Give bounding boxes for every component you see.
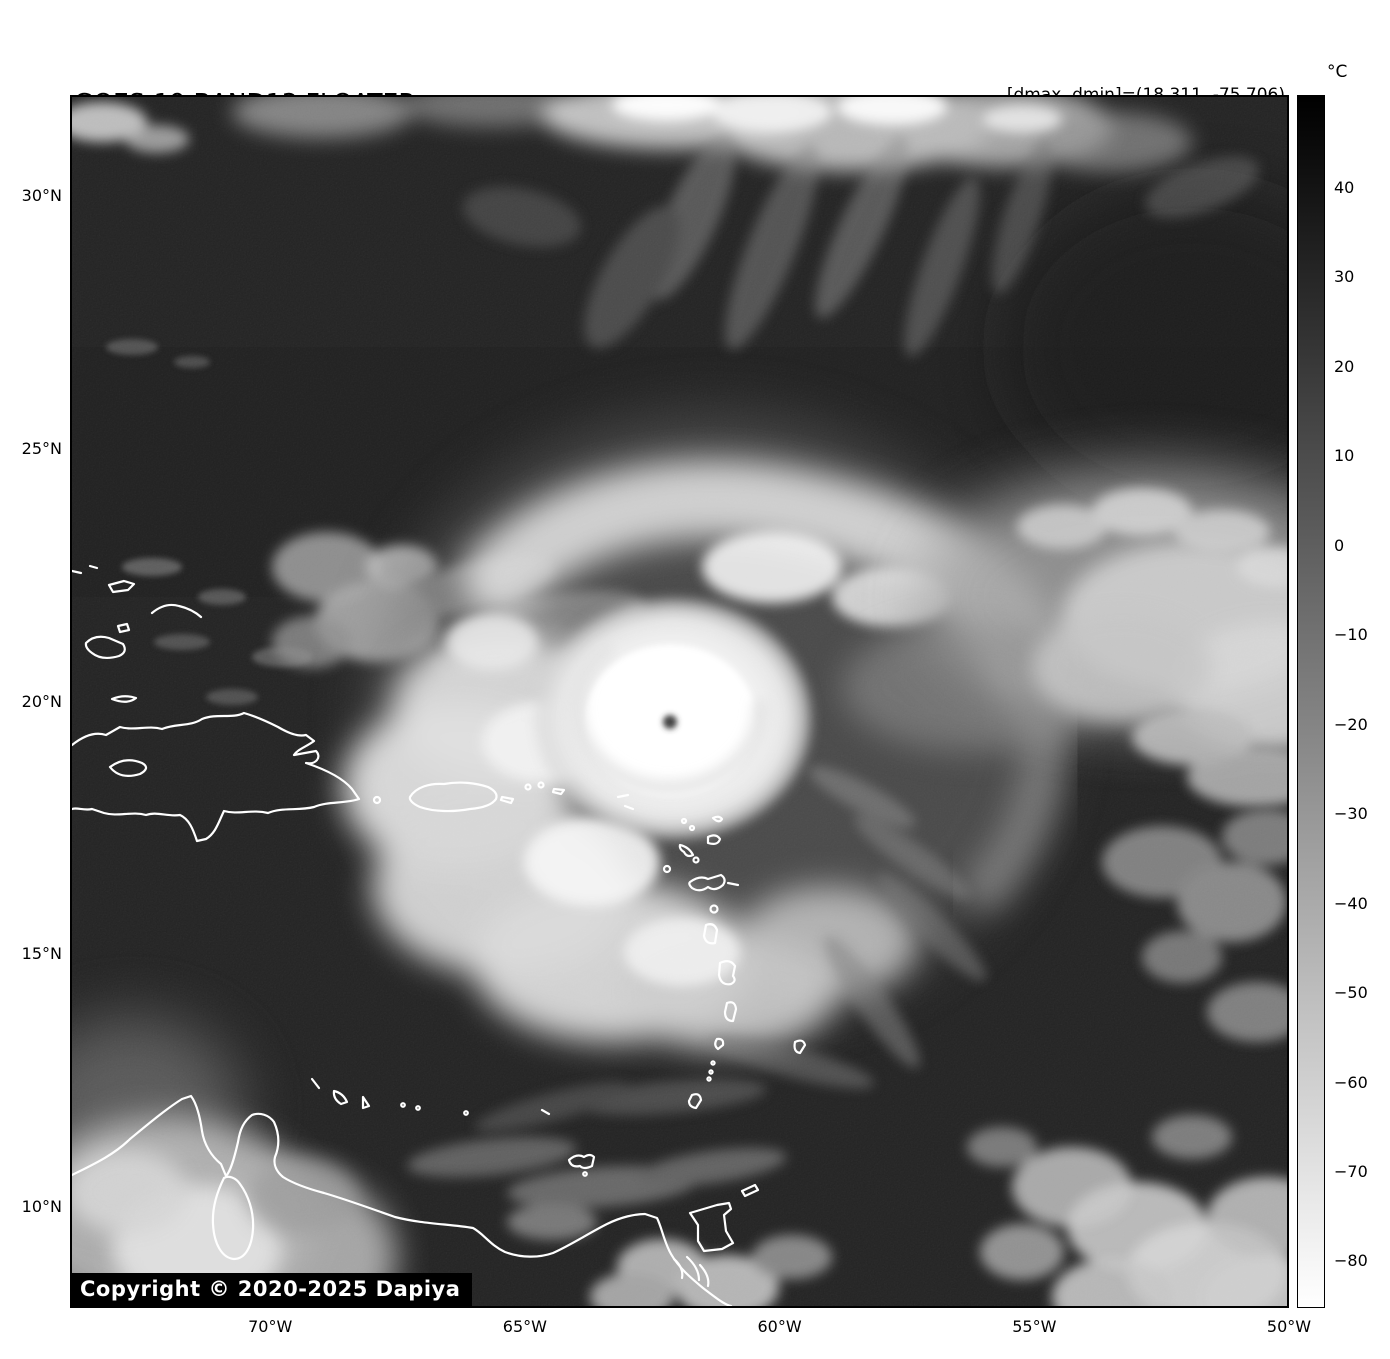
lat-tick-label: 10°N [21, 1196, 62, 1216]
coast-statia [688, 824, 696, 832]
coast-st-kitts [678, 843, 695, 858]
colorbar-unit-label: °C [1327, 62, 1348, 82]
lon-tick-label: 70°W [248, 1317, 293, 1336]
coast-caicos-arc [150, 603, 203, 619]
colorbar-tick-label: −70 [1334, 1162, 1368, 1182]
lon-tick-label: 55°W [1012, 1317, 1057, 1336]
lon-tick-label: 50°W [1266, 1317, 1312, 1336]
coast-tobago [740, 1183, 760, 1198]
coast-aruba [310, 1077, 321, 1090]
coast-st-lucia [723, 1001, 738, 1023]
colorbar-tick-label: −10 [1334, 625, 1368, 645]
coast-barbados [793, 1039, 807, 1055]
colorbar-tick-label: −40 [1334, 893, 1368, 913]
coast-trinidad [688, 1201, 735, 1253]
coast-grenada [687, 1093, 703, 1110]
coast-saba [680, 817, 688, 825]
colorbar-tick-label: 20 [1334, 356, 1355, 376]
coast-south-america [72, 1094, 733, 1306]
coast-hispaniola [72, 711, 361, 843]
coast-virgin-2 [537, 781, 545, 789]
coast-blanquilla [540, 1108, 551, 1116]
colorbar-tick-label: −20 [1334, 714, 1368, 734]
satellite-map: Copyright © 2020-2025 Dapiya [70, 95, 1289, 1308]
coast-antigua [706, 834, 722, 845]
coast-grenadine-2 [708, 1069, 714, 1075]
coast-mona [372, 795, 382, 805]
coast-los-roques-1 [400, 1102, 406, 1108]
coast-guadeloupe [688, 873, 726, 892]
coast-orchila [463, 1110, 469, 1116]
colorbar-tick-label: −50 [1334, 983, 1368, 1003]
coast-virgin-3 [551, 787, 566, 796]
coast-marie-galante [709, 904, 719, 914]
copyright-badge: Copyright © 2020-2025 Dapiya [72, 1273, 473, 1306]
coast-islet [116, 622, 131, 634]
coast-dominica [702, 923, 719, 945]
lon-tick-label: 60°W [757, 1317, 802, 1336]
coast-st-vincent [714, 1037, 725, 1051]
colorbar-tick-label: 40 [1334, 178, 1355, 198]
coast-orinoco-2 [685, 1255, 701, 1282]
coast-tortuga [110, 695, 138, 703]
colorbar-tick-label: −80 [1334, 1251, 1368, 1271]
coast-curacao [332, 1089, 349, 1106]
coast-desirade [726, 881, 740, 887]
lat-tick-label: 30°N [21, 186, 62, 206]
colorbar-tick-label: 10 [1334, 446, 1355, 466]
colorbar-tick-label: 0 [1334, 535, 1345, 555]
coast-lake-maracaibo [211, 1175, 255, 1261]
coast-montserrat [662, 864, 672, 874]
lat-tick-label: 20°N [21, 691, 62, 711]
colorbar-tick-label: 30 [1334, 267, 1355, 287]
lat-tick-label: 15°N [21, 944, 62, 964]
satellite-imagery [72, 97, 1287, 1306]
coast-bahamas-1 [72, 564, 99, 575]
coast-grenadine-1 [710, 1060, 716, 1066]
coast-virgin-1 [524, 783, 532, 791]
coast-margarita [567, 1153, 596, 1170]
colorbar-tick-label: −60 [1334, 1072, 1368, 1092]
coast-orinoco-1 [672, 1257, 684, 1280]
coast-turks [107, 579, 136, 594]
coast-puerto-rico [408, 781, 498, 813]
coast-los-roques-2 [415, 1105, 421, 1111]
coast-anguilla [616, 793, 635, 811]
coast-grenadine-3 [706, 1076, 712, 1082]
lon-tick-label: 65°W [502, 1317, 547, 1336]
coast-great-inagua [84, 635, 126, 660]
coast-nevis [692, 856, 700, 864]
coast-coche [582, 1171, 588, 1177]
lat-tick-label: 25°N [21, 438, 62, 458]
coast-martinique [717, 959, 737, 986]
colorbar [1297, 95, 1325, 1308]
coast-barbuda [711, 815, 724, 823]
coast-orinoco-3 [698, 1263, 710, 1288]
coast-vieques [499, 795, 515, 805]
coast-gonave [108, 759, 148, 777]
coast-bonaire [361, 1095, 371, 1110]
colorbar-tick-label: −30 [1334, 804, 1368, 824]
coastlines [72, 564, 807, 1306]
image-grain [72, 97, 1287, 1306]
